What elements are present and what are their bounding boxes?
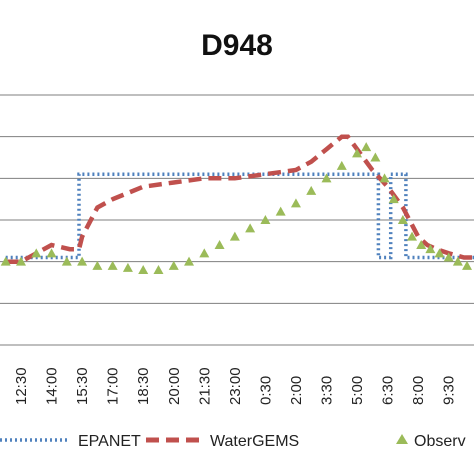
legend-marker [396, 434, 408, 444]
x-tick-label: 12:30 [13, 367, 30, 405]
x-tick-label: 2:00 [288, 376, 305, 405]
observed-point [16, 256, 26, 266]
observed-point [46, 248, 57, 258]
series-line-watergems [5, 134, 474, 264]
observed-point [370, 152, 381, 162]
observed-point [61, 256, 72, 266]
observed-point [434, 248, 445, 258]
observed-point [407, 231, 418, 241]
observed-point [425, 244, 436, 254]
observed-point [352, 148, 363, 158]
x-tick-label: 3:30 [319, 376, 336, 405]
legend-label: EPANET [78, 433, 141, 450]
observed-point [153, 265, 164, 274]
observed-point [388, 194, 399, 204]
series-observed [0, 142, 473, 274]
x-tick-label: 21:30 [196, 367, 213, 405]
observed-point [0, 256, 11, 266]
x-tick-label: 8:00 [410, 376, 427, 405]
observed-point [260, 215, 271, 224]
series-line-epanet [5, 172, 474, 260]
x-axis-ticks: 12:30 14:00 15:30 17:00 18:30 20:00 21:30 23:00… [13, 367, 474, 405]
legend-label: WaterGEMS [210, 433, 299, 450]
x-tick-label: 17:00 [105, 367, 122, 405]
observed-point [416, 240, 427, 249]
chart-title: D948 [201, 29, 273, 62]
observed-point [245, 223, 256, 233]
observed-point [229, 231, 240, 241]
x-tick-label: 14:00 [44, 367, 61, 405]
x-tick-label: 0:30 [257, 376, 274, 405]
observed-point [92, 260, 103, 270]
observed-point [168, 260, 179, 270]
x-tick-label: 5:00 [349, 376, 366, 405]
series-layer [0, 134, 474, 274]
observed-point [397, 215, 408, 224]
observed-point [122, 262, 133, 272]
x-tick-label: 11:00 [471, 369, 474, 405]
observed-point [184, 256, 195, 266]
observed-point [361, 142, 372, 152]
observed-point [107, 260, 118, 270]
observed-point [452, 256, 463, 266]
observed-point [336, 160, 347, 170]
observed-point [462, 260, 473, 270]
observed-point [306, 185, 317, 195]
x-tick-label: 18:30 [135, 367, 152, 405]
observed-point [31, 248, 42, 258]
legend-label: Observ [414, 433, 466, 450]
x-tick-label: 15:30 [74, 367, 91, 405]
observed-point [275, 206, 286, 216]
observed-point [77, 256, 88, 266]
observed-point [214, 240, 225, 249]
observed-point [443, 252, 454, 262]
x-tick-label: 9:30 [441, 376, 458, 405]
x-tick-label: 6:30 [380, 376, 397, 405]
observed-point [321, 173, 332, 183]
x-tick-label: 20:00 [166, 367, 183, 405]
legend: EPANET WaterGEMS Observ [0, 433, 466, 450]
observed-point [199, 248, 210, 258]
observed-point [138, 265, 149, 274]
x-tick-label: 23:00 [227, 367, 244, 405]
observed-point [379, 173, 390, 183]
observed-point [290, 198, 301, 208]
